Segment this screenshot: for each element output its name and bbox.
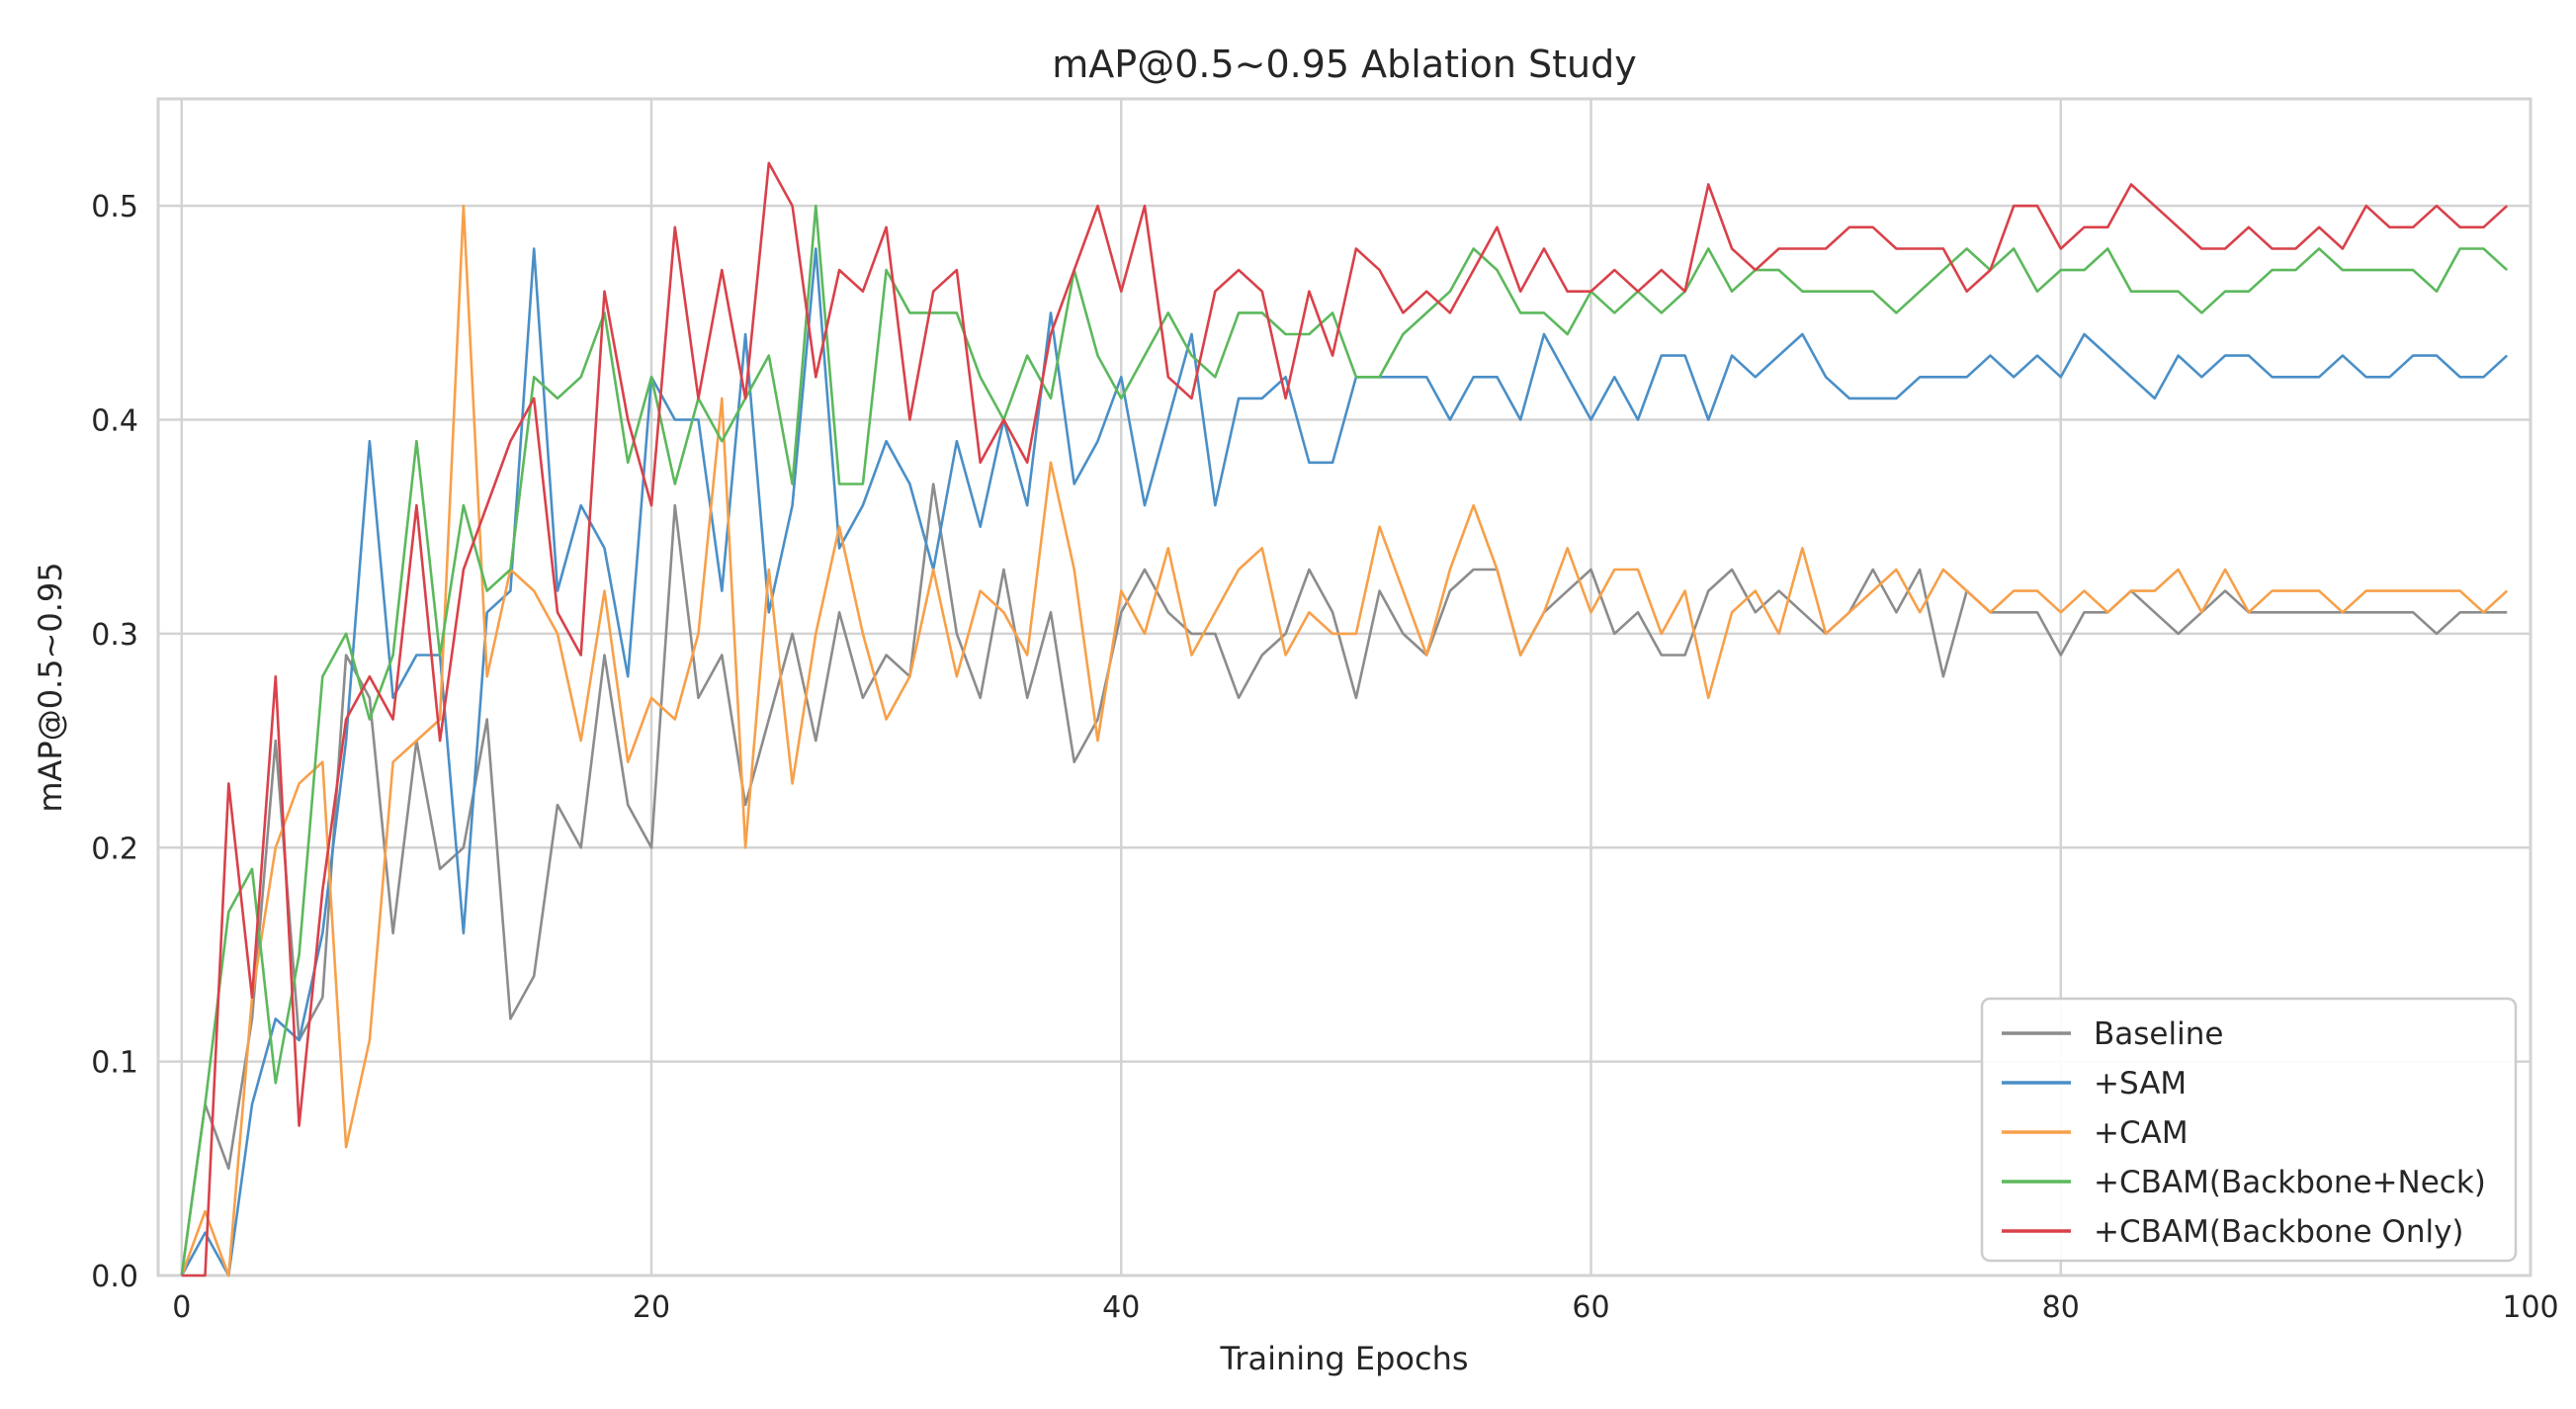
series-line-cbam-backbone-neck <box>180 204 2509 1277</box>
y-tick-label: 0.4 <box>91 404 138 439</box>
series-lines <box>180 161 2509 1277</box>
legend-label-cbam-backbone-neck: +CBAM(Backbone+Neck) <box>2094 1165 2486 1200</box>
legend-label-sam: +SAM <box>2094 1066 2187 1101</box>
x-tick-label: 100 <box>2502 1290 2558 1325</box>
y-axis-label: mAP@0.5~0.95 <box>32 562 69 812</box>
y-tick-label: 0.0 <box>91 1260 138 1294</box>
legend: Baseline +SAM +CAM +CBAM(Backbone+Neck) +CBA… <box>1980 997 2518 1263</box>
x-tick-label: 80 <box>2042 1290 2080 1325</box>
x-tick-label: 0 <box>172 1290 191 1325</box>
axis-ticks: 0 20 40 60 80 100 0.0 0.1 0.2 0.3 0.4 0.5 <box>91 190 2558 1325</box>
x-axis-label: Training Epochs <box>1219 1340 1468 1377</box>
series-line-cam <box>180 204 2509 1277</box>
legend-label-cam: +CAM <box>2094 1115 2189 1151</box>
series-line-cbam-backbone-only <box>181 161 2509 1277</box>
legend-label-cbam-backbone-only: +CBAM(Backbone Only) <box>2094 1214 2464 1250</box>
x-tick-label: 40 <box>1102 1290 1140 1325</box>
series-line-sam <box>180 247 2509 1277</box>
x-tick-label: 20 <box>633 1290 670 1325</box>
y-tick-label: 0.1 <box>91 1046 138 1081</box>
grid-lines <box>158 99 2533 1277</box>
y-tick-label: 0.2 <box>91 832 138 866</box>
chart-title: mAP@0.5~0.95 Ablation Study <box>1052 43 1636 86</box>
legend-box <box>1980 997 2518 1263</box>
x-tick-label: 60 <box>1572 1290 1609 1325</box>
legend-label-baseline: Baseline <box>2094 1016 2223 1052</box>
y-tick-label: 0.3 <box>91 618 138 653</box>
y-tick-label: 0.5 <box>91 190 138 224</box>
